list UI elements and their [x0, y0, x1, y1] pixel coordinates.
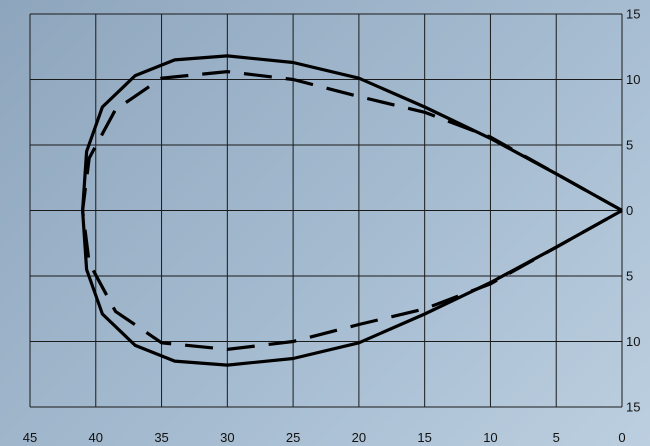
y-axis-ticks: 15 10 5 0 5 10 15 [626, 7, 640, 415]
y-tick-label: 15 [626, 400, 640, 415]
y-tick-label: 15 [626, 7, 640, 22]
x-tick-label: 40 [89, 430, 103, 445]
y-tick-label: 5 [626, 138, 633, 153]
x-tick-label: 30 [220, 430, 234, 445]
x-tick-label: 0 [618, 430, 625, 445]
x-axis-ticks: 45 40 35 30 25 20 15 10 5 0 [23, 430, 626, 445]
y-tick-label: 5 [626, 269, 633, 284]
x-tick-label: 25 [286, 430, 300, 445]
dashed-pattern-line [80, 69, 623, 352]
x-tick-label: 10 [483, 430, 497, 445]
curves [80, 54, 623, 367]
grid [29, 13, 623, 408]
y-tick-label: 0 [626, 203, 633, 218]
x-tick-label: 35 [154, 430, 168, 445]
x-tick-label: 20 [352, 430, 366, 445]
y-tick-label: 10 [626, 334, 640, 349]
y-tick-label: 10 [626, 72, 640, 87]
x-tick-label: 5 [553, 430, 560, 445]
x-tick-label: 45 [23, 430, 37, 445]
x-tick-label: 15 [417, 430, 431, 445]
